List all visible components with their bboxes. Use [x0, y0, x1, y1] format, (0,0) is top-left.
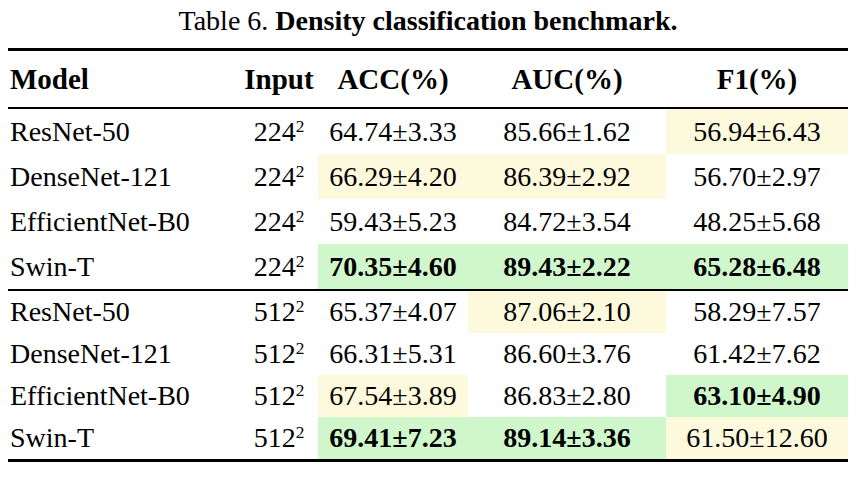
input-size-cell: 2242: [240, 108, 318, 154]
auc-value-cell: 86.39±2.92: [468, 154, 666, 199]
input-size-cell: 5122: [240, 417, 318, 461]
acc-value-cell: 64.74±3.33: [318, 108, 468, 154]
f1-value-cell: 65.28±6.48: [666, 244, 848, 290]
acc-value-cell: 65.37±4.07: [318, 290, 468, 333]
auc-value-cell: 84.72±3.54: [468, 199, 666, 244]
f1-value-cell: 56.94±6.43: [666, 108, 848, 154]
table-row: ResNet-50 2242 64.74±3.33 85.66±1.62 56.…: [8, 108, 848, 154]
f1-value-cell: 63.10±4.90: [666, 375, 848, 417]
table-row: EfficientNet-B0 5122 67.54±3.89 86.83±2.…: [8, 375, 848, 417]
paper-table-figure: Table 6. Density classification benchmar…: [0, 0, 856, 486]
input-size-cell: 5122: [240, 375, 318, 417]
model-name-cell: Swin-T: [8, 244, 240, 290]
input-size-cell: 5122: [240, 333, 318, 375]
input-exponent: 2: [296, 162, 305, 181]
table-row: ResNet-50 5122 65.37±4.07 87.06±2.10 58.…: [8, 290, 848, 333]
header-model: Model: [8, 50, 240, 109]
table-block-input-512: ResNet-50 5122 65.37±4.07 87.06±2.10 58.…: [8, 290, 848, 461]
acc-value-cell: 66.29±4.20: [318, 154, 468, 199]
acc-value-cell: 66.31±5.31: [318, 333, 468, 375]
header-auc: AUC(%): [468, 50, 666, 109]
model-name-cell: EfficientNet-B0: [8, 199, 240, 244]
f1-value-cell: 61.50±12.60: [666, 417, 848, 461]
table-row: Swin-T 2242 70.35±4.60 89.43±2.22 65.28±…: [8, 244, 848, 290]
input-exponent: 2: [296, 117, 305, 136]
header-acc: ACC(%): [318, 50, 468, 109]
acc-value-cell: 69.41±7.23: [318, 417, 468, 461]
f1-value-cell: 61.42±7.62: [666, 333, 848, 375]
input-exponent: 2: [296, 339, 305, 358]
table-caption-number: Table 6.: [179, 5, 269, 36]
acc-value-cell: 67.54±3.89: [318, 375, 468, 417]
f1-value-cell: 48.25±5.68: [666, 199, 848, 244]
f1-value-cell: 58.29±7.57: [666, 290, 848, 333]
model-name-cell: ResNet-50: [8, 108, 240, 154]
model-name-cell: EfficientNet-B0: [8, 375, 240, 417]
table-caption-title: Density classification benchmark.: [275, 5, 677, 36]
header-input: Input: [240, 50, 318, 109]
input-exponent: 2: [296, 423, 305, 442]
acc-value-cell: 59.43±5.23: [318, 199, 468, 244]
model-name-cell: DenseNet-121: [8, 154, 240, 199]
input-exponent: 2: [296, 297, 305, 316]
table-block-input-224: ResNet-50 2242 64.74±3.33 85.66±1.62 56.…: [8, 108, 848, 290]
auc-value-cell: 85.66±1.62: [468, 108, 666, 154]
table-row: DenseNet-121 5122 66.31±5.31 86.60±3.76 …: [8, 333, 848, 375]
input-size-cell: 2242: [240, 199, 318, 244]
auc-value-cell: 86.60±3.76: [468, 333, 666, 375]
input-exponent: 2: [296, 252, 305, 271]
table-row: DenseNet-121 2242 66.29±4.20 86.39±2.92 …: [8, 154, 848, 199]
table-header-row: Model Input ACC(%) AUC(%) F1(%): [8, 50, 848, 109]
auc-value-cell: 86.83±2.80: [468, 375, 666, 417]
header-f1: F1(%): [666, 50, 848, 109]
input-exponent: 2: [296, 207, 305, 226]
table-row: Swin-T 5122 69.41±7.23 89.14±3.36 61.50±…: [8, 417, 848, 461]
auc-value-cell: 89.43±2.22: [468, 244, 666, 290]
input-exponent: 2: [296, 381, 305, 400]
input-size-cell: 5122: [240, 290, 318, 333]
auc-value-cell: 87.06±2.10: [468, 290, 666, 333]
benchmark-table: Model Input ACC(%) AUC(%) F1(%) ResNet-5…: [8, 48, 848, 462]
table-row: EfficientNet-B0 2242 59.43±5.23 84.72±3.…: [8, 199, 848, 244]
auc-value-cell: 89.14±3.36: [468, 417, 666, 461]
model-name-cell: DenseNet-121: [8, 333, 240, 375]
model-name-cell: ResNet-50: [8, 290, 240, 333]
input-size-cell: 2242: [240, 244, 318, 290]
acc-value-cell: 70.35±4.60: [318, 244, 468, 290]
f1-value-cell: 56.70±2.97: [666, 154, 848, 199]
model-name-cell: Swin-T: [8, 417, 240, 461]
input-size-cell: 2242: [240, 154, 318, 199]
table-caption: Table 6. Density classification benchmar…: [0, 4, 856, 38]
